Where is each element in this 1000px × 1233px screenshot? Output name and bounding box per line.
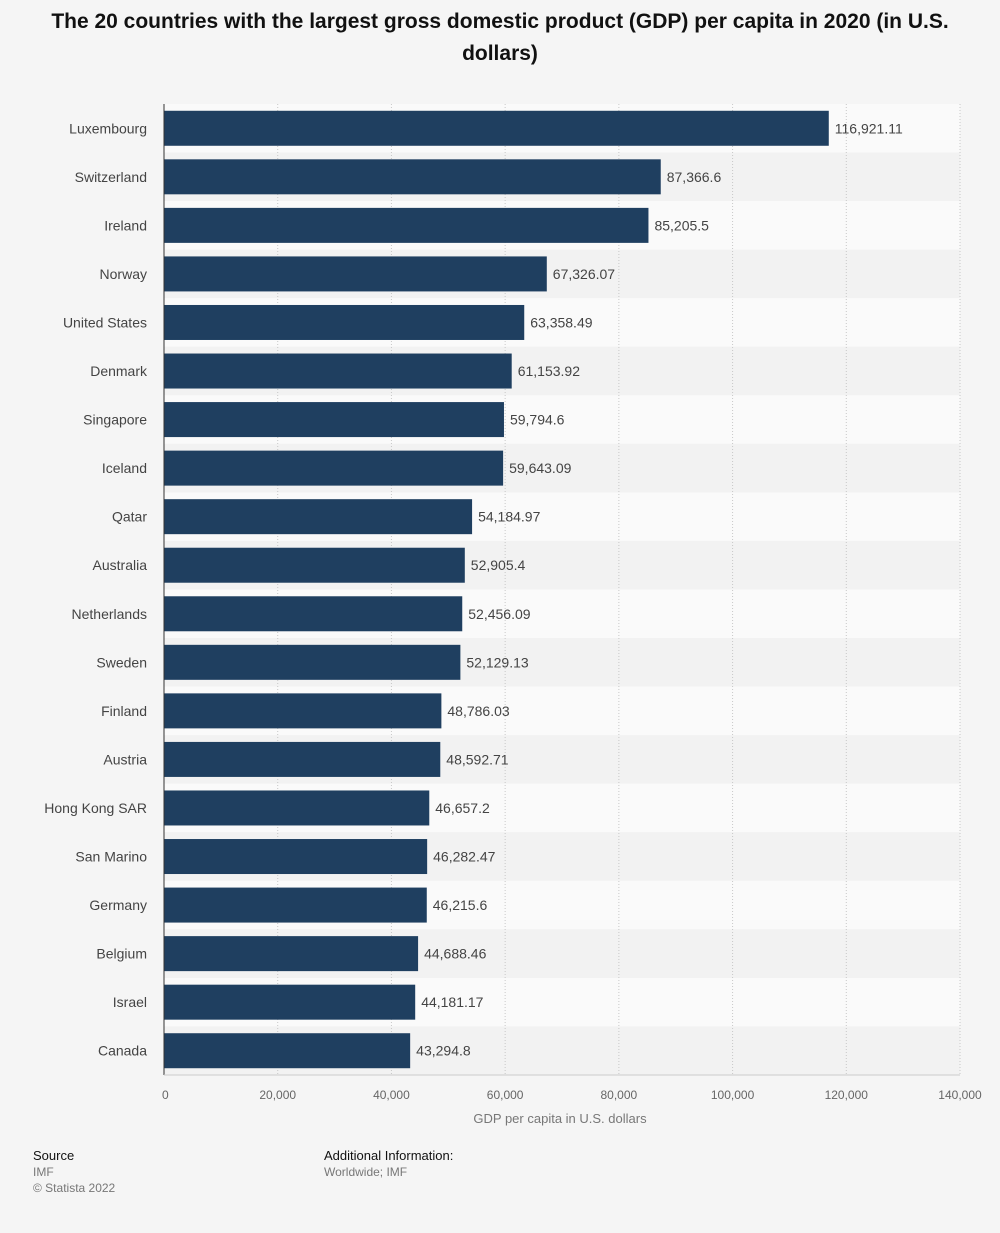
x-tick-label: 80,000 xyxy=(601,1088,638,1102)
value-label: 87,366.6 xyxy=(667,169,722,185)
x-axis-title: GDP per capita in U.S. dollars xyxy=(473,1111,647,1126)
value-label: 59,643.09 xyxy=(509,460,571,476)
value-label: 54,184.97 xyxy=(478,509,540,525)
category-label: Switzerland xyxy=(75,169,147,185)
x-tick-label: 0 xyxy=(162,1088,169,1102)
value-label: 67,326.07 xyxy=(553,266,615,282)
bar-chart: Luxembourg 116,921.11 Switzerland 87,366.6 I… xyxy=(44,104,982,1126)
bar-sweden[interactable] xyxy=(164,644,461,680)
bar-finland[interactable] xyxy=(164,693,442,729)
x-tick-label: 60,000 xyxy=(487,1088,524,1102)
bar-san-marino[interactable] xyxy=(164,839,428,875)
source-heading: Source xyxy=(33,1148,75,1163)
category-label: San Marino xyxy=(75,849,147,865)
bar-israel[interactable] xyxy=(164,984,416,1020)
bar-germany[interactable] xyxy=(164,887,427,923)
value-label: 46,215.6 xyxy=(433,897,488,913)
x-tick-label: 40,000 xyxy=(373,1088,410,1102)
category-label: Canada xyxy=(98,1043,147,1059)
category-label: Iceland xyxy=(102,460,147,476)
bar-switzerland[interactable] xyxy=(164,159,661,195)
category-label: Netherlands xyxy=(72,606,148,622)
bar-hong-kong-sar[interactable] xyxy=(164,790,430,826)
category-label: Sweden xyxy=(96,654,147,670)
bar-singapore[interactable] xyxy=(164,402,504,438)
value-label: 61,153.92 xyxy=(518,363,580,379)
category-label: Singapore xyxy=(83,412,147,428)
value-label: 52,905.4 xyxy=(471,557,526,573)
value-label: 48,786.03 xyxy=(447,703,509,719)
category-label: Norway xyxy=(100,266,147,282)
category-label: Austria xyxy=(103,751,147,767)
value-label: 48,592.71 xyxy=(446,751,508,767)
value-label: 63,358.49 xyxy=(530,314,592,330)
bar-belgium[interactable] xyxy=(164,936,419,972)
x-tick-label: 100,000 xyxy=(711,1088,755,1102)
x-tick-label: 120,000 xyxy=(825,1088,869,1102)
category-label: Israel xyxy=(113,994,147,1010)
bar-austria[interactable] xyxy=(164,741,441,777)
category-label: Hong Kong SAR xyxy=(44,800,147,816)
x-tick-label: 20,000 xyxy=(259,1088,296,1102)
bar-netherlands[interactable] xyxy=(164,596,463,632)
value-label: 46,657.2 xyxy=(435,800,490,816)
bar-ireland[interactable] xyxy=(164,207,649,243)
category-label: Luxembourg xyxy=(69,120,147,136)
value-label: 116,921.11 xyxy=(835,120,903,136)
category-label: Finland xyxy=(101,703,147,719)
category-label: Belgium xyxy=(96,946,147,962)
x-tick-label: 140,000 xyxy=(938,1088,982,1102)
source-name: IMF xyxy=(33,1165,54,1179)
additional-info-text: Worldwide; IMF xyxy=(324,1165,408,1179)
chart-title: The 20 countries with the largest gross … xyxy=(51,10,949,65)
value-label: 85,205.5 xyxy=(654,217,709,233)
bar-canada[interactable] xyxy=(164,1033,411,1069)
bar-united-states[interactable] xyxy=(164,304,525,340)
category-label: Germany xyxy=(89,897,147,913)
bar-denmark[interactable] xyxy=(164,353,512,389)
value-label: 52,456.09 xyxy=(468,606,530,622)
bar-australia[interactable] xyxy=(164,547,465,583)
source-block: Source IMF © Statista 2022 xyxy=(33,1148,115,1196)
value-label: 52,129.13 xyxy=(466,654,528,670)
additional-info-heading: Additional Information: xyxy=(324,1148,454,1163)
bar-luxembourg[interactable] xyxy=(164,110,829,146)
category-label: Ireland xyxy=(104,217,147,233)
value-label: 46,282.47 xyxy=(433,849,495,865)
category-label: Australia xyxy=(93,557,148,573)
category-label: Denmark xyxy=(90,363,148,379)
bar-qatar[interactable] xyxy=(164,499,473,535)
additional-info-block: Additional Information: Worldwide; IMF xyxy=(324,1148,453,1180)
value-label: 44,688.46 xyxy=(424,946,486,962)
value-label: 59,794.6 xyxy=(510,412,565,428)
value-label: 43,294.8 xyxy=(416,1043,471,1059)
bar-iceland[interactable] xyxy=(164,450,504,486)
value-label: 44,181.17 xyxy=(421,994,483,1010)
copyright[interactable]: © Statista 2022 xyxy=(33,1181,116,1195)
bar-norway[interactable] xyxy=(164,256,547,292)
category-label: United States xyxy=(63,314,147,330)
category-label: Qatar xyxy=(112,509,147,525)
